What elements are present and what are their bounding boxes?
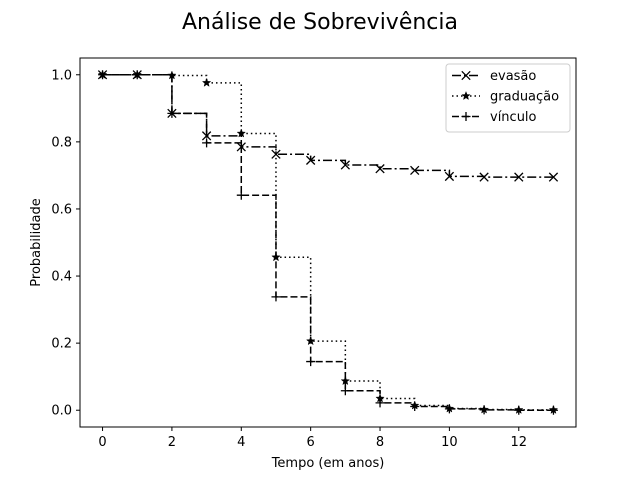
data-point: [340, 386, 350, 396]
x-axis-label: Tempo (em anos): [271, 456, 385, 471]
data-point: [514, 172, 524, 182]
data-point: [236, 128, 247, 138]
legend-marker: [461, 112, 471, 121]
y-tick-label: 0.6: [51, 202, 72, 217]
y-tick-label: 0.8: [51, 135, 72, 150]
legend-marker: [461, 90, 471, 101]
data-point: [548, 405, 558, 415]
y-tick-label: 0.2: [51, 337, 72, 352]
data-point: [306, 357, 316, 367]
legend-label: graduação: [490, 90, 559, 105]
data-point: [444, 171, 455, 182]
data-point: [375, 398, 385, 408]
legend-item: vínculo: [452, 110, 537, 125]
data-point: [340, 160, 351, 170]
x-tick-label: 12: [510, 435, 527, 450]
legend: evasão graduação vínculo: [445, 63, 571, 133]
data-point: [271, 292, 281, 302]
x-tick-label: 4: [237, 435, 245, 450]
data-point: [201, 77, 212, 87]
y-tick-label: 1.0: [51, 68, 72, 83]
data-point: [132, 70, 142, 80]
y-axis-label: Probabilidade: [29, 198, 44, 286]
data-point: [444, 404, 454, 414]
legend-item: evasão: [452, 69, 536, 84]
data-point: [167, 108, 177, 118]
x-tick-label: 10: [441, 435, 458, 450]
data-point: [98, 70, 108, 80]
series-line: [102, 74, 554, 411]
x-tick-label: 2: [168, 435, 176, 450]
y-tick-label: 0.0: [51, 404, 72, 419]
legend-marker: [461, 70, 471, 81]
data-point: [514, 405, 524, 415]
data-point: [548, 172, 559, 182]
data-point: [479, 172, 489, 182]
legend-label: evasão: [490, 69, 536, 84]
y-tick-label: 0.4: [51, 270, 72, 285]
plot-area: [97, 69, 559, 415]
legend-box: [445, 63, 571, 133]
legend-item: graduação: [452, 90, 559, 105]
plot-frame: [79, 57, 577, 428]
data-point: [375, 164, 385, 174]
legend-label: vínculo: [490, 110, 537, 125]
x-tick-label: 0: [98, 435, 106, 450]
data-point: [479, 405, 489, 415]
chart-title: Análise de Sobrevivência: [182, 10, 458, 35]
x-tick-label: 6: [307, 435, 315, 450]
series-3: [98, 70, 558, 415]
axis-ticks: 0 2 4 6 8 10 12 0.0 0.2 0.4 0.6 0.8 1.0: [51, 68, 527, 450]
data-point: [305, 155, 316, 165]
data-point: [410, 402, 420, 412]
x-tick-label: 8: [376, 435, 384, 450]
data-point: [202, 138, 212, 148]
data-point: [410, 165, 420, 176]
data-point: [236, 190, 246, 200]
